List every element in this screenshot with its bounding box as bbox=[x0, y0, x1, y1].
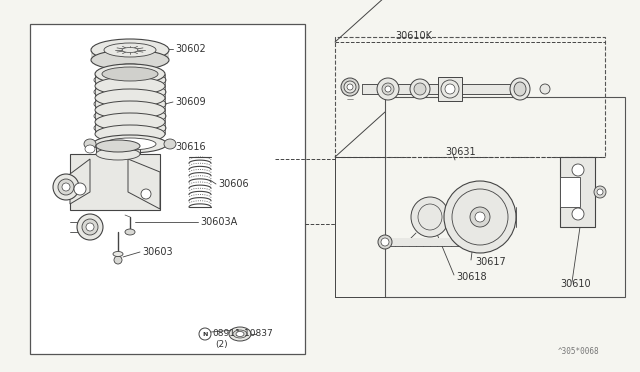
Ellipse shape bbox=[510, 78, 530, 100]
Ellipse shape bbox=[96, 140, 140, 152]
Bar bbox=[390, 238, 470, 246]
Text: 30616: 30616 bbox=[175, 142, 205, 152]
Ellipse shape bbox=[572, 208, 584, 220]
Polygon shape bbox=[91, 50, 169, 60]
Ellipse shape bbox=[385, 86, 391, 92]
Ellipse shape bbox=[84, 139, 96, 149]
Polygon shape bbox=[128, 159, 160, 209]
Polygon shape bbox=[560, 177, 580, 207]
Ellipse shape bbox=[91, 50, 169, 70]
Ellipse shape bbox=[85, 145, 95, 153]
Ellipse shape bbox=[341, 78, 359, 96]
Ellipse shape bbox=[93, 135, 167, 153]
Ellipse shape bbox=[470, 207, 490, 227]
Ellipse shape bbox=[86, 223, 94, 231]
Ellipse shape bbox=[114, 256, 122, 264]
Ellipse shape bbox=[95, 101, 165, 119]
Text: 30602: 30602 bbox=[175, 44, 205, 54]
Text: 30603: 30603 bbox=[142, 247, 173, 257]
Ellipse shape bbox=[95, 64, 165, 84]
Polygon shape bbox=[95, 74, 165, 86]
Ellipse shape bbox=[164, 139, 176, 149]
Ellipse shape bbox=[597, 189, 603, 195]
Text: 30618: 30618 bbox=[456, 272, 486, 282]
Ellipse shape bbox=[540, 84, 550, 94]
Ellipse shape bbox=[96, 148, 140, 160]
Ellipse shape bbox=[475, 212, 485, 222]
Ellipse shape bbox=[125, 229, 135, 235]
Bar bbox=[335, 37, 605, 157]
Ellipse shape bbox=[381, 238, 389, 246]
Text: (2): (2) bbox=[215, 340, 228, 349]
Ellipse shape bbox=[445, 84, 455, 94]
Ellipse shape bbox=[113, 251, 123, 257]
Text: 30609: 30609 bbox=[175, 97, 205, 107]
Ellipse shape bbox=[122, 48, 138, 52]
Ellipse shape bbox=[95, 113, 165, 131]
Bar bbox=[30, 24, 305, 354]
Ellipse shape bbox=[53, 174, 79, 200]
Polygon shape bbox=[70, 169, 79, 192]
Ellipse shape bbox=[62, 183, 70, 191]
Polygon shape bbox=[560, 157, 595, 227]
Ellipse shape bbox=[82, 219, 98, 235]
Ellipse shape bbox=[411, 197, 449, 237]
Text: 30610: 30610 bbox=[560, 279, 591, 289]
Polygon shape bbox=[95, 122, 165, 134]
Ellipse shape bbox=[382, 83, 394, 95]
Polygon shape bbox=[70, 154, 160, 210]
Ellipse shape bbox=[104, 43, 156, 57]
Ellipse shape bbox=[378, 235, 392, 249]
Ellipse shape bbox=[95, 89, 165, 107]
Bar bbox=[385, 97, 625, 297]
Bar bbox=[362, 84, 510, 94]
Ellipse shape bbox=[95, 77, 165, 95]
Polygon shape bbox=[108, 60, 152, 70]
Text: ^305*0068: ^305*0068 bbox=[558, 347, 600, 356]
Ellipse shape bbox=[91, 39, 169, 61]
Ellipse shape bbox=[102, 67, 158, 81]
Text: N: N bbox=[202, 331, 208, 337]
Ellipse shape bbox=[410, 79, 430, 99]
Bar bbox=[438, 77, 462, 101]
Ellipse shape bbox=[347, 84, 353, 90]
Text: 30606: 30606 bbox=[218, 179, 248, 189]
Ellipse shape bbox=[141, 189, 151, 199]
Ellipse shape bbox=[377, 78, 399, 100]
Ellipse shape bbox=[95, 125, 165, 143]
Polygon shape bbox=[95, 98, 165, 110]
Ellipse shape bbox=[77, 214, 103, 240]
Circle shape bbox=[199, 328, 211, 340]
Ellipse shape bbox=[229, 327, 251, 341]
Polygon shape bbox=[96, 146, 140, 154]
Text: 30631: 30631 bbox=[445, 147, 476, 157]
Text: 30603A: 30603A bbox=[200, 217, 237, 227]
Ellipse shape bbox=[414, 83, 426, 95]
Ellipse shape bbox=[444, 181, 516, 253]
Ellipse shape bbox=[514, 82, 526, 96]
Ellipse shape bbox=[108, 64, 152, 76]
Text: 08911-10837: 08911-10837 bbox=[212, 330, 273, 339]
Text: 30610K: 30610K bbox=[395, 31, 432, 41]
Polygon shape bbox=[95, 110, 165, 122]
Ellipse shape bbox=[594, 186, 606, 198]
Polygon shape bbox=[70, 159, 90, 204]
Ellipse shape bbox=[104, 138, 156, 150]
Ellipse shape bbox=[236, 331, 244, 337]
Ellipse shape bbox=[344, 81, 356, 93]
Ellipse shape bbox=[233, 330, 247, 338]
Polygon shape bbox=[95, 86, 165, 98]
Ellipse shape bbox=[74, 183, 86, 195]
Ellipse shape bbox=[58, 179, 74, 195]
Ellipse shape bbox=[572, 164, 584, 176]
Text: 30617: 30617 bbox=[475, 257, 506, 267]
